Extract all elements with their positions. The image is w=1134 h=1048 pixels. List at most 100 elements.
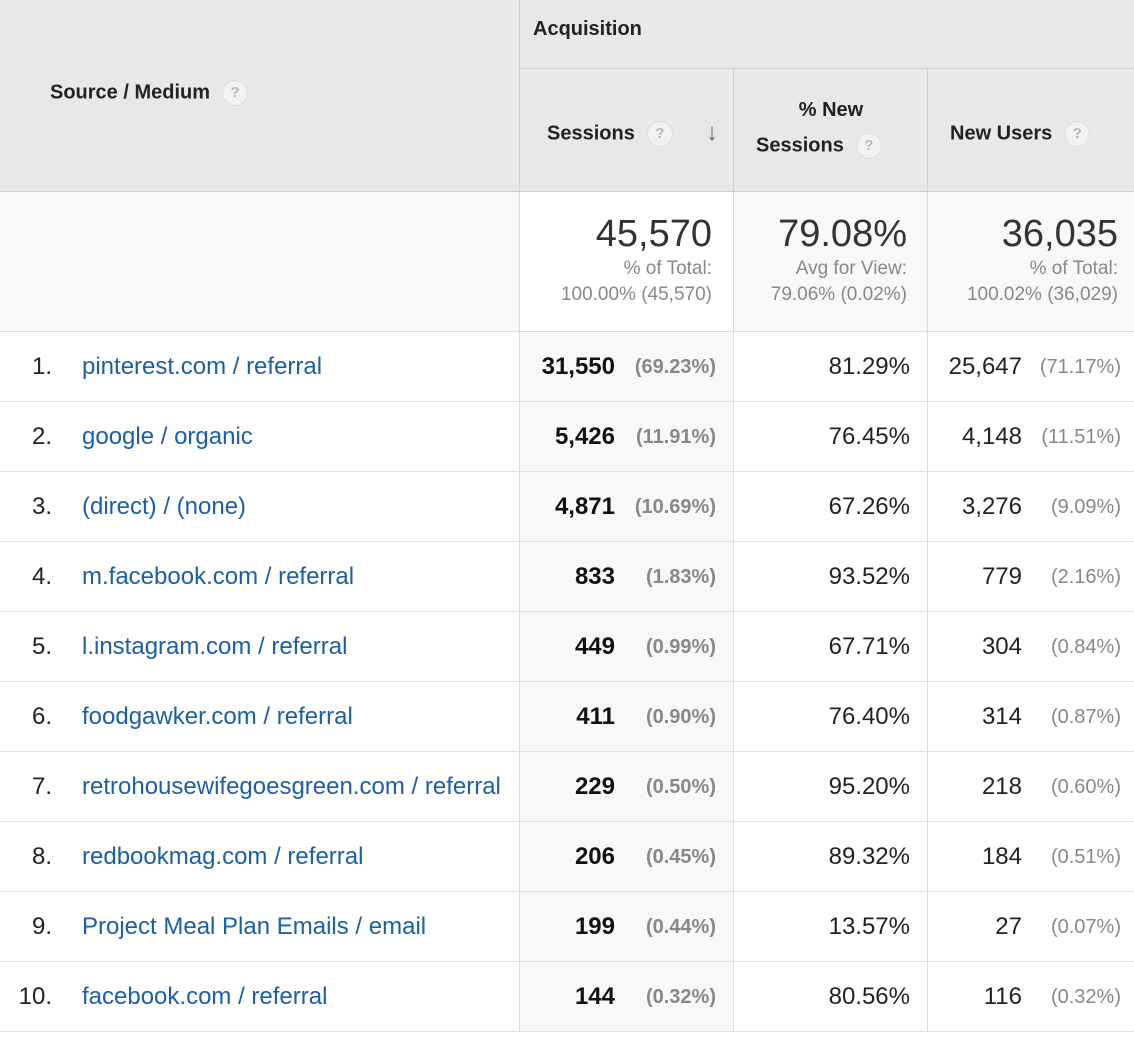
table-row: 4. m.facebook.com / referral 833 (1.83%)…	[0, 542, 1134, 612]
new-sessions-cell: 81.29%	[733, 332, 927, 401]
sessions-cell: 833 (1.83%)	[519, 542, 733, 611]
table-header: Source / Medium? Acquisition Sessions? ↓…	[0, 0, 1134, 192]
sessions-total-label: % of Total:	[623, 258, 712, 279]
source-medium-link[interactable]: google / organic	[82, 422, 253, 450]
new-sessions-column-header[interactable]: % New Sessions?	[733, 69, 927, 191]
new-users-cell: 314 (0.87%)	[927, 682, 1134, 751]
acquisition-group-header: Acquisition	[519, 0, 1134, 69]
source-medium-link[interactable]: (direct) / (none)	[82, 492, 247, 520]
sessions-percent: (0.99%)	[645, 636, 716, 658]
source-medium-label: Source / Medium	[50, 81, 211, 104]
new-users-value: 3,276	[961, 493, 1022, 520]
new-sessions-total-detail: 79.06% (0.02%)	[770, 284, 907, 305]
table-row: 5. l.instagram.com / referral 449 (0.99%…	[0, 612, 1134, 682]
sessions-label: Sessions	[547, 122, 635, 145]
new-users-cell: 304 (0.84%)	[927, 612, 1134, 681]
new-sessions-total: 79.08% Avg for View: 79.06% (0.02%)	[733, 192, 927, 331]
new-sessions-cell: 93.52%	[733, 542, 927, 611]
row-number: 10.	[18, 983, 52, 1010]
row-number: 3.	[31, 493, 52, 520]
new-users-total-detail: 100.02% (36,029)	[966, 284, 1118, 305]
source-medium-link[interactable]: m.facebook.com / referral	[82, 562, 355, 590]
new-users-percent: (0.60%)	[1050, 776, 1121, 798]
help-icon[interactable]: ?	[646, 121, 673, 147]
new-users-label: New Users	[950, 122, 1053, 145]
new-users-total: 36,035 % of Total: 100.02% (36,029)	[927, 192, 1134, 331]
sessions-value: 229	[574, 773, 615, 800]
new-users-cell: 184 (0.51%)	[927, 822, 1134, 891]
new-users-percent: (2.16%)	[1050, 566, 1121, 588]
sessions-total-detail: 100.00% (45,570)	[560, 284, 712, 305]
sessions-cell: 199 (0.44%)	[519, 892, 733, 961]
source-medium-link[interactable]: foodgawker.com / referral	[82, 702, 353, 730]
sessions-value: 4,871	[554, 493, 615, 520]
new-users-cell: 25,647 (71.17%)	[927, 332, 1134, 401]
new-users-column-header[interactable]: New Users?	[927, 69, 1134, 191]
new-users-cell: 218 (0.60%)	[927, 752, 1134, 821]
help-icon[interactable]: ?	[1064, 121, 1091, 147]
new-users-value: 218	[981, 773, 1022, 800]
source-medium-link[interactable]: l.instagram.com / referral	[82, 632, 348, 660]
table-row: 1. pinterest.com / referral 31,550 (69.2…	[0, 332, 1134, 402]
new-users-cell: 3,276 (9.09%)	[927, 472, 1134, 541]
new-users-value: 314	[981, 703, 1022, 730]
new-users-value: 779	[981, 563, 1022, 590]
sessions-percent: (11.91%)	[635, 426, 716, 448]
new-sessions-total-value: 79.08%	[778, 213, 907, 255]
sessions-cell: 4,871 (10.69%)	[519, 472, 733, 541]
totals-row: 45,570 % of Total: 100.00% (45,570) 79.0…	[0, 192, 1134, 332]
sessions-percent: (10.69%)	[634, 496, 716, 518]
row-number: 6.	[31, 703, 52, 730]
sessions-percent: (0.90%)	[645, 706, 716, 728]
new-users-cell: 27 (0.07%)	[927, 892, 1134, 961]
row-number: 9.	[31, 913, 52, 940]
table-row: 7. retrohousewifegoesgreen.com / referra…	[0, 752, 1134, 822]
new-sessions-cell: 76.45%	[733, 402, 927, 471]
sessions-cell: 206 (0.45%)	[519, 822, 733, 891]
source-medium-link[interactable]: retrohousewifegoesgreen.com / referral	[82, 772, 501, 800]
new-users-total-label: % of Total:	[1029, 258, 1118, 279]
source-medium-link[interactable]: redbookmag.com / referral	[82, 842, 364, 870]
table-row: 6. foodgawker.com / referral 411 (0.90%)…	[0, 682, 1134, 752]
sessions-value: 411	[576, 703, 615, 730]
new-users-percent: (11.51%)	[1041, 426, 1121, 448]
new-users-percent: (9.09%)	[1050, 496, 1121, 518]
new-users-cell: 116 (0.32%)	[927, 962, 1134, 1031]
row-number: 8.	[31, 843, 52, 870]
help-icon[interactable]: ?	[222, 80, 249, 106]
sessions-value: 199	[574, 913, 615, 940]
sessions-percent: (69.23%)	[634, 356, 716, 378]
new-users-percent: (0.84%)	[1050, 636, 1121, 658]
new-users-value: 25,647	[948, 353, 1022, 380]
source-medium-link[interactable]: facebook.com / referral	[82, 982, 328, 1010]
source-medium-header[interactable]: Source / Medium?	[0, 0, 519, 191]
sessions-value: 144	[574, 983, 615, 1010]
row-number: 2.	[31, 423, 52, 450]
new-sessions-cell: 67.71%	[733, 612, 927, 681]
help-icon[interactable]: ?	[855, 133, 882, 159]
row-number: 7.	[31, 773, 52, 800]
new-sessions-cell: 76.40%	[733, 682, 927, 751]
new-users-cell: 4,148 (11.51%)	[927, 402, 1134, 471]
sessions-value: 833	[574, 563, 615, 590]
new-sessions-total-label: Avg for View:	[795, 258, 907, 279]
sort-descending-icon[interactable]: ↓	[706, 119, 718, 146]
new-users-value: 184	[981, 843, 1022, 870]
new-users-value: 27	[995, 913, 1022, 940]
sessions-percent: (0.50%)	[645, 776, 716, 798]
new-sessions-cell: 67.26%	[733, 472, 927, 541]
source-medium-link[interactable]: Project Meal Plan Emails / email	[82, 912, 427, 940]
table-row: 8. redbookmag.com / referral 206 (0.45%)…	[0, 822, 1134, 892]
sessions-percent: (0.44%)	[645, 916, 716, 938]
new-sessions-cell: 89.32%	[733, 822, 927, 891]
sessions-cell: 411 (0.90%)	[519, 682, 733, 751]
new-users-value: 116	[983, 983, 1022, 1010]
sessions-cell: 5,426 (11.91%)	[519, 402, 733, 471]
row-number: 1.	[31, 353, 52, 380]
new-users-percent: (71.17%)	[1039, 356, 1121, 378]
source-medium-link[interactable]: pinterest.com / referral	[82, 352, 323, 380]
sessions-column-header[interactable]: Sessions? ↓	[519, 69, 733, 191]
new-users-cell: 779 (2.16%)	[927, 542, 1134, 611]
new-users-percent: (0.32%)	[1050, 986, 1121, 1008]
